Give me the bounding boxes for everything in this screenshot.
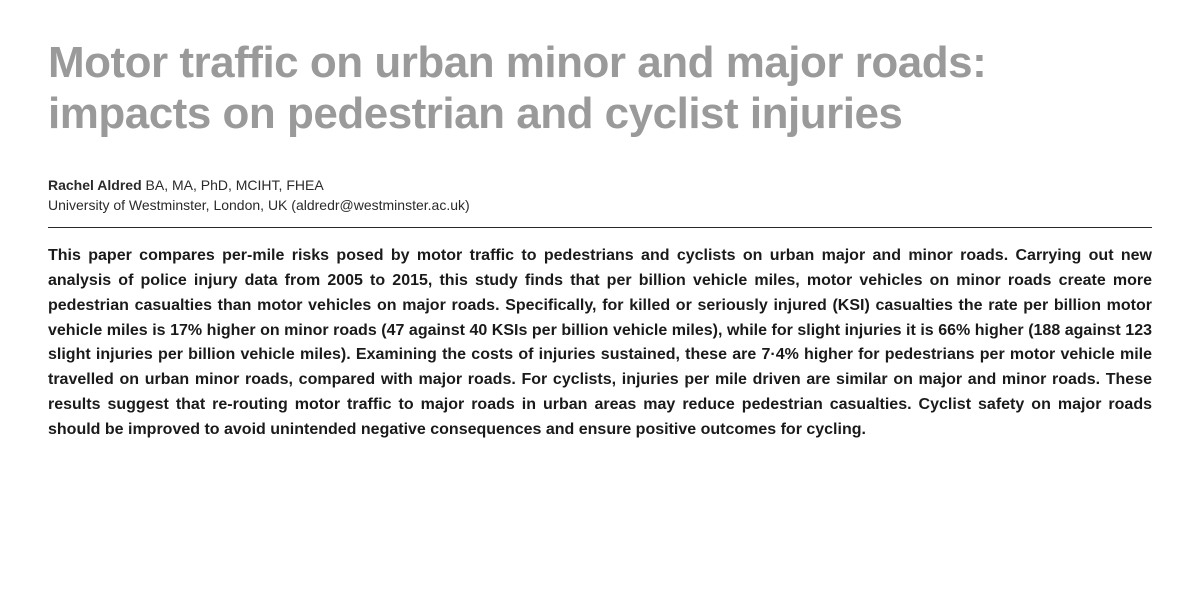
paper-title: Motor traffic on urban minor and major r… [48, 38, 1152, 139]
author-affiliation: University of Westminster, London, UK (a… [48, 197, 1152, 213]
abstract-text: This paper compares per-mile risks posed… [48, 244, 1152, 442]
section-divider [48, 227, 1152, 228]
author-credentials: BA, MA, PhD, MCIHT, FHEA [142, 177, 324, 193]
author-block: Rachel Aldred BA, MA, PhD, MCIHT, FHEA U… [48, 177, 1152, 213]
author-name: Rachel Aldred [48, 177, 142, 193]
